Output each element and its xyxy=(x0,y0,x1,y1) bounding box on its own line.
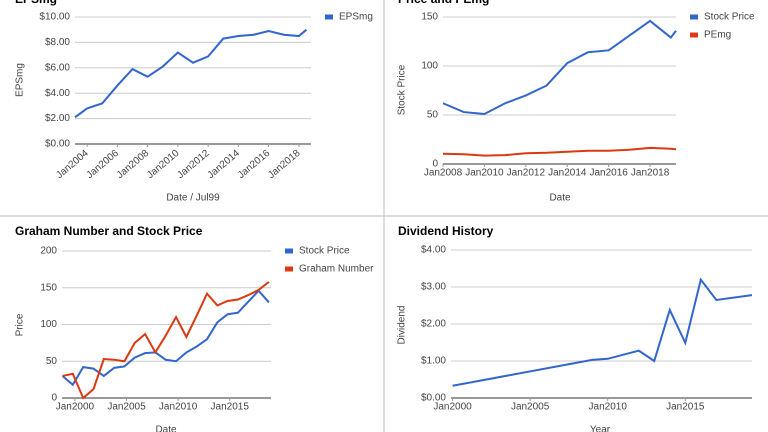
x-tick-label: Jan2006 xyxy=(85,148,122,181)
x-tick-label: Jan2018 xyxy=(631,168,670,179)
y-tick-label: 200 xyxy=(40,246,57,257)
y-tick-label: $3.00 xyxy=(421,282,446,293)
x-tick-label: Jan2000 xyxy=(56,402,95,413)
y-tick-label: $10.00 xyxy=(39,12,70,23)
y-axis-title: Stock Price xyxy=(397,64,408,115)
x-tick-label: Jan2012 xyxy=(175,148,212,181)
chart-title: Price and PEmg xyxy=(398,0,489,6)
y-tick-label: 150 xyxy=(421,12,438,23)
x-tick-label: Jan2012 xyxy=(507,168,546,179)
y-tick-label: $2.00 xyxy=(421,319,446,330)
x-tick-label: Jan2015 xyxy=(666,402,705,413)
y-tick-label: 50 xyxy=(427,110,439,121)
y-tick-label: $6.00 xyxy=(45,62,70,73)
y-tick-label: $0.00 xyxy=(421,393,446,404)
x-tick-label: Jan2008 xyxy=(115,148,152,181)
x-axis-title: Year xyxy=(590,425,611,432)
x-axis-title: Date xyxy=(155,425,177,432)
x-tick-label: Jan2015 xyxy=(211,402,250,413)
x-tick-label: Jan2010 xyxy=(159,402,198,413)
series-line xyxy=(74,28,308,119)
legend-label: PEmg xyxy=(704,30,731,41)
chart-title: EPSmg xyxy=(15,0,57,6)
x-axis-title: Date / Jul99 xyxy=(166,193,220,204)
x-tick-label: Jan2014 xyxy=(548,168,587,179)
x-tick-label: Jan2005 xyxy=(511,402,550,413)
series-line xyxy=(62,281,270,400)
y-tick-label: $0.00 xyxy=(45,139,70,150)
x-tick-label: Jan2016 xyxy=(590,168,629,179)
x-axis-title: Date xyxy=(549,193,571,204)
x-tick-label: Jan2005 xyxy=(107,402,146,413)
y-axis-title: EPSmg xyxy=(15,63,26,97)
y-tick-label: $4.00 xyxy=(421,245,446,256)
y-tick-label: 50 xyxy=(46,356,58,367)
y-tick-label: 0 xyxy=(51,393,57,404)
x-tick-label: Jan2014 xyxy=(206,148,243,181)
legend-label: Stock Price xyxy=(299,246,350,257)
x-tick-label: Jan2004 xyxy=(54,148,91,181)
series-line xyxy=(452,277,753,387)
y-tick-label: 150 xyxy=(40,282,57,293)
legend-label: EPSmg xyxy=(339,12,373,23)
x-tick-label: Jan2010 xyxy=(145,148,182,181)
series-line xyxy=(442,146,677,157)
y-tick-label: $4.00 xyxy=(45,88,70,99)
legend-label: Stock Price xyxy=(704,12,755,23)
y-tick-label: $2.00 xyxy=(45,113,70,124)
x-tick-label: Jan2010 xyxy=(465,168,504,179)
y-axis-title: Price xyxy=(15,313,26,336)
x-tick-label: Jan2008 xyxy=(424,168,463,179)
y-tick-label: 0 xyxy=(432,159,438,170)
legend-label: Graham Number xyxy=(299,264,374,275)
y-tick-label: 100 xyxy=(421,61,438,72)
chart-title: Graham Number and Stock Price xyxy=(15,224,203,238)
chart-title: Dividend History xyxy=(398,224,494,238)
series-line xyxy=(61,289,270,387)
x-tick-label: Jan2018 xyxy=(266,148,303,181)
x-tick-label: Jan2000 xyxy=(433,402,472,413)
x-tick-label: Jan2010 xyxy=(589,402,628,413)
y-axis-title: Dividend xyxy=(397,306,408,345)
x-tick-label: Jan2016 xyxy=(236,148,273,181)
y-tick-label: 100 xyxy=(40,319,57,330)
series-line xyxy=(442,19,677,116)
y-tick-label: $8.00 xyxy=(45,37,70,48)
y-tick-label: $1.00 xyxy=(421,356,446,367)
